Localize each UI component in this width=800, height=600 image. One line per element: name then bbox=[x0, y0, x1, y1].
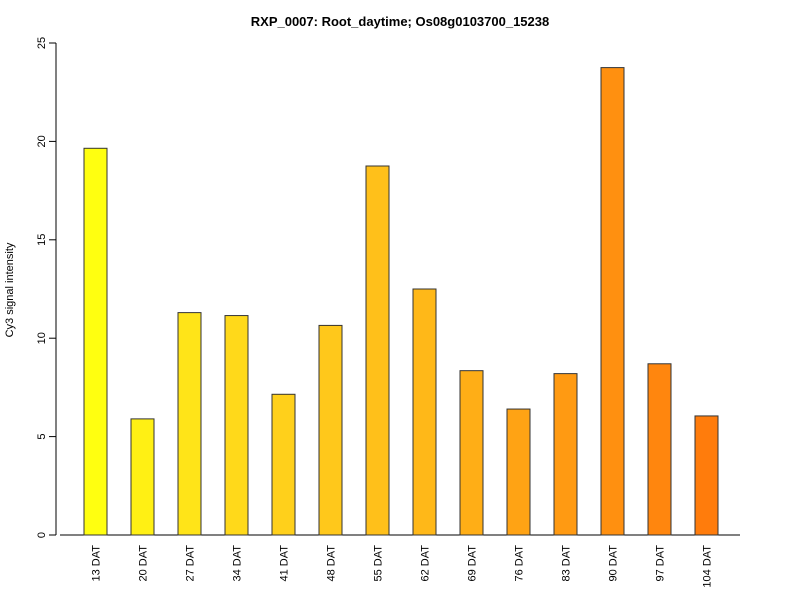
y-tick-label: 25 bbox=[36, 37, 48, 49]
bar bbox=[412, 288, 437, 536]
y-tick-label: 0 bbox=[36, 532, 48, 538]
bar bbox=[459, 370, 484, 536]
bar bbox=[553, 373, 578, 536]
bar bbox=[83, 147, 108, 536]
bars bbox=[83, 67, 719, 536]
x-tick-label: 41 DAT bbox=[278, 545, 290, 582]
y-tick-label: 10 bbox=[36, 332, 48, 344]
bar bbox=[271, 393, 296, 536]
x-tick-label: 90 DAT bbox=[607, 545, 619, 582]
y-tick-label: 5 bbox=[36, 434, 48, 440]
x-tick-label: 76 DAT bbox=[513, 545, 525, 582]
y-axis-label: Cy3 signal intensity bbox=[4, 242, 16, 337]
x-tick-label: 62 DAT bbox=[419, 545, 431, 582]
x-tick-label: 83 DAT bbox=[560, 545, 572, 582]
x-tick-label: 34 DAT bbox=[231, 545, 243, 582]
bar bbox=[600, 67, 625, 536]
bar bbox=[130, 418, 155, 536]
bar bbox=[224, 315, 249, 536]
x-tick-label: 13 DAT bbox=[90, 545, 102, 582]
bar bbox=[318, 324, 343, 536]
x-tick-label: 69 DAT bbox=[466, 545, 478, 582]
x-tick-label: 27 DAT bbox=[184, 545, 196, 582]
bar bbox=[365, 165, 390, 536]
bar bbox=[647, 363, 672, 536]
x-axis: 13 DAT 20 DAT 27 DAT 34 DAT 41 DAT 48 DAT 55 D… bbox=[60, 534, 740, 588]
x-tick-label: 48 DAT bbox=[325, 545, 337, 582]
bar bbox=[694, 415, 719, 536]
y-axis: 0 5 10 15 20 25 bbox=[36, 37, 57, 538]
y-tick-label: 20 bbox=[36, 135, 48, 147]
x-tick-label: 97 DAT bbox=[654, 545, 666, 582]
x-tick-label: 55 DAT bbox=[372, 545, 384, 582]
bar bbox=[177, 312, 202, 536]
y-tick-label: 15 bbox=[36, 234, 48, 246]
chart-title: RXP_0007: Root_daytime; Os08g0103700_152… bbox=[251, 14, 549, 29]
x-tick-label: 20 DAT bbox=[137, 545, 149, 582]
x-tick-label: 104 DAT bbox=[701, 545, 713, 588]
bar bbox=[506, 408, 531, 536]
